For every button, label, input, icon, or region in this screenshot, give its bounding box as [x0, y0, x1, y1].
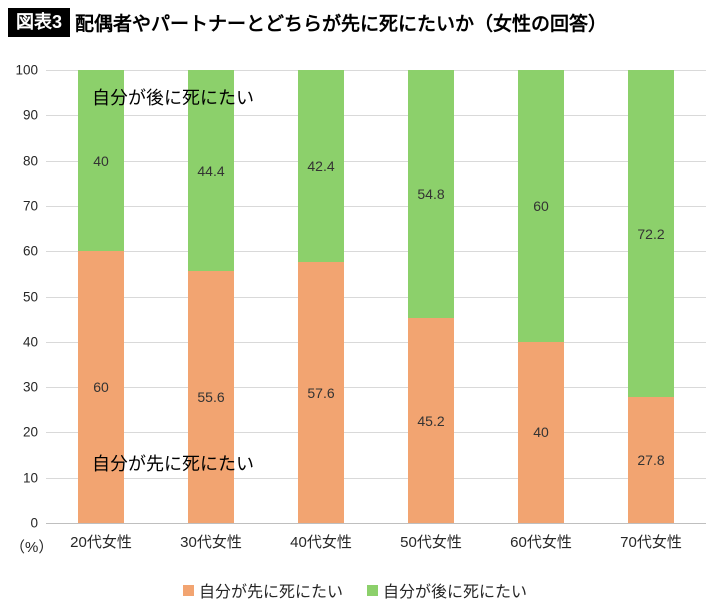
stacked-bar: 60 40	[78, 70, 124, 523]
bar-segment: 45.2	[408, 318, 454, 523]
stacked-bar: 57.6 42.4	[298, 70, 344, 523]
bar-segment: 57.6	[298, 262, 344, 523]
y-tick-label: 100	[15, 62, 38, 78]
x-axis-label: 50代女性	[400, 534, 462, 551]
unit-label: （%）	[10, 539, 54, 556]
y-tick-label: 70	[22, 198, 38, 214]
bar-segment: 42.4	[298, 70, 344, 263]
chart-title: 配偶者やパートナーとどちらが先に死にたいか（女性の回答）	[75, 14, 608, 35]
data-label: 40	[93, 152, 109, 169]
y-tick-label: 40	[22, 334, 38, 350]
y-tick-label: 30	[22, 379, 38, 395]
y-tick-label: 60	[22, 243, 38, 259]
x-axis-label: 40代女性	[290, 534, 352, 551]
gridline	[46, 296, 706, 298]
data-label: 54.8	[417, 186, 445, 203]
x-axis-label: 70代女性	[620, 534, 682, 551]
stacked-bar: 45.2 54.8	[408, 70, 454, 523]
gridline	[46, 477, 706, 479]
gridline	[46, 70, 706, 71]
gridline	[46, 115, 706, 117]
gridline	[46, 341, 706, 343]
legend-item: 自分が先に死にたい	[182, 578, 343, 602]
bar-segment: 54.8	[408, 70, 454, 319]
gridline	[46, 432, 706, 434]
y-tick-label: 80	[22, 153, 38, 169]
stacked-bar: 55.6 44.4	[188, 70, 234, 523]
bar-segment: 44.4	[188, 70, 234, 272]
y-tick-label: 20	[22, 424, 38, 440]
annotation-later-death: 自分が後に死にたい	[92, 88, 254, 108]
data-label: 42.4	[307, 158, 335, 175]
gridline	[46, 387, 706, 389]
data-label: 27.8	[637, 452, 665, 469]
y-tick-label: 50	[22, 289, 38, 304]
y-axis: 0 10 20 30 40 50 60 70 80 90 100	[0, 63, 38, 531]
data-label: 72.2	[637, 225, 665, 242]
data-label: 40	[533, 424, 549, 441]
bar-segment: 72.2	[628, 70, 674, 398]
bar-segment: 40	[518, 341, 564, 523]
gridline	[46, 251, 706, 253]
annotation-first-death: 自分が先に死にたい	[92, 454, 254, 474]
stacked-bar: 40 60	[518, 70, 564, 523]
data-label: 57.6	[307, 384, 335, 401]
figure-badge: 図表3	[8, 8, 71, 37]
data-label: 44.4	[197, 162, 225, 179]
legend-swatch	[182, 584, 194, 596]
x-axis-label: 20代女性	[70, 534, 132, 551]
x-axis: 20代女性 30代女性 40代女性 50代女性 60代女性 70代女性	[46, 531, 706, 553]
x-axis-label: 30代女性	[180, 534, 242, 551]
legend-item: 自分が後に死にたい	[367, 578, 527, 602]
gridline	[46, 205, 706, 207]
plot-area: 60 40 55.6 44.4 57.6 42.4 45.2 54.8 40 60 27.8 72.2	[46, 70, 706, 524]
y-tick-label: 90	[22, 107, 38, 123]
data-label: 60	[533, 197, 549, 214]
bar-segment: 40	[78, 70, 124, 252]
x-axis-label: 60代女性	[510, 534, 572, 551]
data-label: 55.6	[197, 389, 225, 406]
legend-swatch	[367, 584, 378, 596]
y-tick-label: 0	[30, 515, 38, 531]
data-label: 45.2	[417, 412, 445, 429]
bar-segment: 27.8	[628, 397, 674, 523]
y-tick-label: 10	[22, 470, 38, 486]
bar-segment: 55.6	[188, 271, 234, 523]
bar-segment: 60	[78, 251, 124, 523]
gridline	[46, 160, 706, 162]
bar-segment: 60	[518, 70, 564, 342]
legend-label: 自分が後に死にたい	[383, 584, 528, 601]
chart-header: 図表3 配偶者やパートナーとどちらが先に死にたいか（女性の回答）	[8, 8, 607, 37]
legend: 自分が先に死にたい 自分が後に死にたい	[0, 578, 710, 602]
stacked-bar: 27.8 72.2	[628, 70, 674, 523]
data-label: 60	[93, 379, 109, 396]
legend-label: 自分が先に死にたい	[198, 584, 343, 601]
